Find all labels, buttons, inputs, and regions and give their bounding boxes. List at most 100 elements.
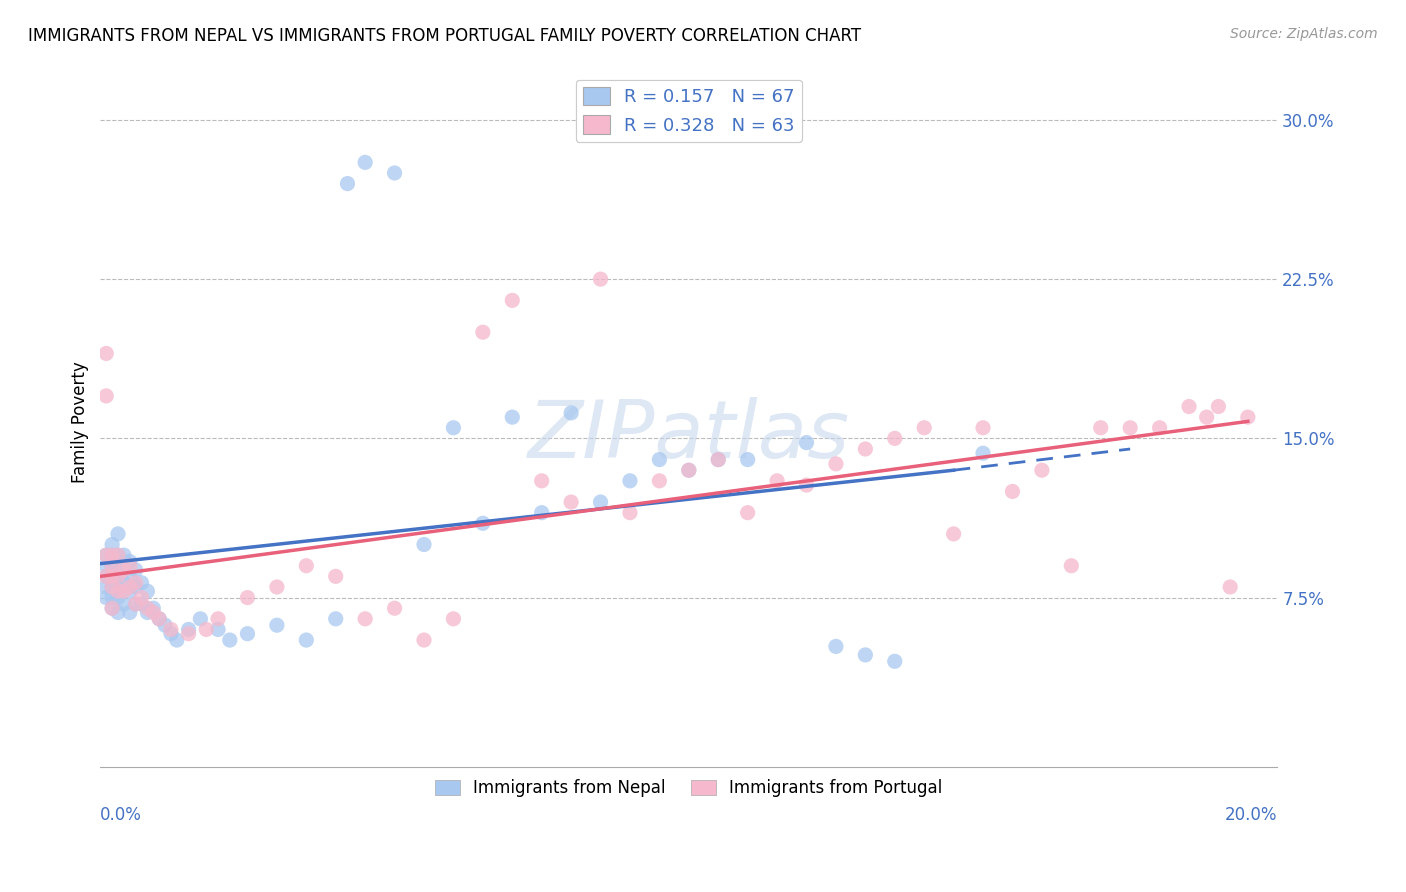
Point — [96, 389, 118, 403]
Point — [124, 563, 146, 577]
Point — [107, 591, 129, 605]
Point — [295, 558, 318, 573]
Point — [148, 612, 170, 626]
Point — [707, 452, 730, 467]
Point — [1178, 400, 1201, 414]
Point — [107, 548, 129, 562]
Point — [142, 601, 165, 615]
Point — [96, 569, 118, 583]
Point — [560, 495, 582, 509]
Point — [853, 442, 876, 456]
Point — [136, 584, 159, 599]
Text: ZIPatlas: ZIPatlas — [527, 397, 849, 475]
Point — [325, 612, 347, 626]
Point — [107, 584, 129, 599]
Point — [101, 580, 124, 594]
Point — [101, 591, 124, 605]
Point — [112, 584, 135, 599]
Point — [530, 506, 553, 520]
Point — [195, 623, 218, 637]
Point — [1060, 558, 1083, 573]
Point — [131, 575, 153, 590]
Point — [118, 558, 141, 573]
Point — [107, 606, 129, 620]
Point — [96, 569, 118, 583]
Point — [112, 563, 135, 577]
Point — [295, 633, 318, 648]
Point — [384, 166, 406, 180]
Point — [883, 431, 905, 445]
Point — [737, 452, 759, 467]
Point — [1031, 463, 1053, 477]
Point — [118, 580, 141, 594]
Point — [177, 623, 200, 637]
Point — [589, 272, 612, 286]
Point — [131, 591, 153, 605]
Point — [471, 516, 494, 531]
Point — [619, 506, 641, 520]
Point — [413, 633, 436, 648]
Point — [825, 457, 848, 471]
Point — [166, 633, 188, 648]
Point — [678, 463, 700, 477]
Point — [1208, 400, 1230, 414]
Point — [118, 569, 141, 583]
Point — [142, 606, 165, 620]
Point — [766, 474, 789, 488]
Point — [107, 580, 129, 594]
Point — [501, 293, 523, 308]
Point — [1237, 410, 1260, 425]
Point — [96, 548, 118, 562]
Point — [124, 597, 146, 611]
Point — [266, 580, 288, 594]
Point — [336, 177, 359, 191]
Point — [737, 506, 759, 520]
Point — [101, 537, 124, 551]
Point — [101, 548, 124, 562]
Point — [942, 527, 965, 541]
Point — [107, 558, 129, 573]
Point — [112, 563, 135, 577]
Point — [107, 527, 129, 541]
Point — [560, 406, 582, 420]
Point — [190, 612, 212, 626]
Point — [96, 580, 118, 594]
Point — [112, 597, 135, 611]
Point — [101, 558, 124, 573]
Point — [707, 452, 730, 467]
Point — [160, 623, 183, 637]
Point — [619, 474, 641, 488]
Point — [118, 606, 141, 620]
Point — [96, 591, 118, 605]
Point — [471, 325, 494, 339]
Point — [136, 601, 159, 615]
Point — [101, 580, 124, 594]
Point — [124, 575, 146, 590]
Point — [912, 421, 935, 435]
Point — [101, 569, 124, 583]
Point — [148, 612, 170, 626]
Point — [118, 554, 141, 568]
Point — [96, 558, 118, 573]
Point — [107, 569, 129, 583]
Point — [1090, 421, 1112, 435]
Point — [112, 575, 135, 590]
Point — [972, 446, 994, 460]
Point — [101, 569, 124, 583]
Point — [796, 435, 818, 450]
Point — [236, 591, 259, 605]
Point — [131, 597, 153, 611]
Point — [825, 640, 848, 654]
Point — [501, 410, 523, 425]
Point — [384, 601, 406, 615]
Point — [589, 495, 612, 509]
Point — [177, 626, 200, 640]
Point — [207, 612, 229, 626]
Point — [1149, 421, 1171, 435]
Point — [883, 654, 905, 668]
Point — [101, 558, 124, 573]
Y-axis label: Family Poverty: Family Poverty — [72, 361, 89, 483]
Point — [124, 597, 146, 611]
Point — [1001, 484, 1024, 499]
Point — [107, 569, 129, 583]
